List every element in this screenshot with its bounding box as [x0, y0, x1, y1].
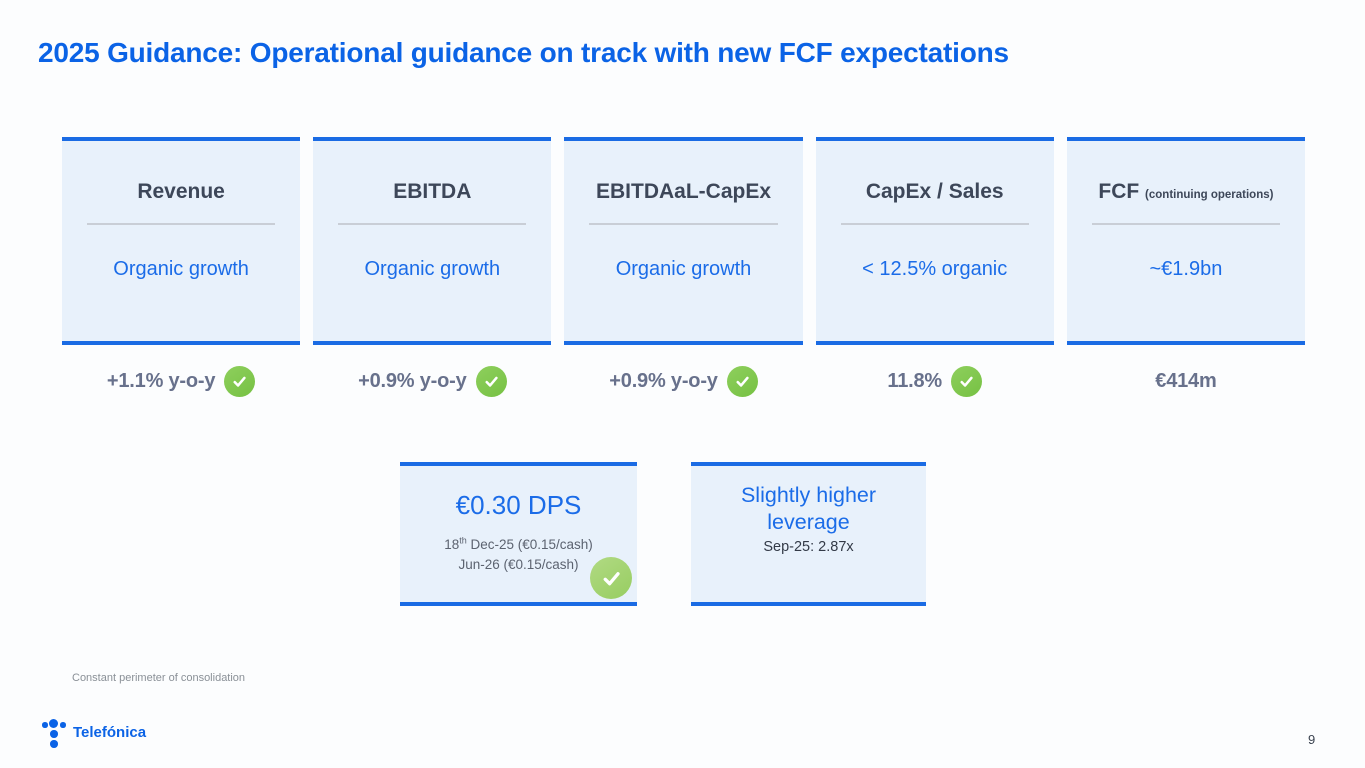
- results-row: +1.1% y-o-y +0.9% y-o-y +0.9% y-o-y 11.8…: [62, 362, 1305, 400]
- card-ebitdaal-capex: EBITDAaL-CapEx Organic growth: [564, 137, 803, 345]
- card-divider: [338, 223, 527, 225]
- card-title: EBITDA: [393, 180, 472, 203]
- card-target: Organic growth: [113, 258, 249, 280]
- result-value: +0.9% y-o-y: [609, 369, 718, 392]
- card-divider: [840, 223, 1029, 225]
- leverage-detail: Sep-25: 2.87x: [763, 539, 854, 555]
- check-icon: [475, 365, 507, 397]
- card-title-main: FCF: [1098, 180, 1140, 203]
- dividend-headline: €0.30 DPS: [455, 490, 582, 520]
- logo-dot: [49, 719, 58, 728]
- card-target: ~€1.9bn: [1149, 258, 1223, 280]
- card-divider: [589, 223, 778, 225]
- logo-wordmark: Telefónica: [73, 724, 147, 741]
- result-capex-sales: 11.8%: [816, 362, 1054, 400]
- card-target: < 12.5% organic: [862, 258, 1008, 280]
- logo-dot: [50, 730, 58, 738]
- card-title: FCF (continuing operations): [1098, 163, 1273, 221]
- card-capex-sales: CapEx / Sales < 12.5% organic: [815, 137, 1054, 345]
- check-icon: [951, 365, 983, 397]
- card-ebitda: EBITDA Organic growth: [313, 137, 552, 345]
- card-title: EBITDAaL-CapEx: [595, 180, 772, 203]
- result-fcf: €414m: [1067, 362, 1305, 400]
- footnote: Constant perimeter of consolidation: [72, 672, 246, 684]
- result-revenue: +1.1% y-o-y: [62, 362, 300, 400]
- dividend-details: 18th Dec-25 (€0.15/cash) Jun-26 (€0.15/c…: [400, 530, 637, 575]
- card-target: Organic growth: [364, 258, 501, 280]
- card-title: Revenue: [137, 180, 225, 203]
- guidance-cards-row: Revenue Organic growth EBITDA Organic gr…: [62, 137, 1306, 345]
- logo-dot: [50, 740, 58, 748]
- dividend-line2: Jun-26 (€0.15/cash): [458, 556, 579, 572]
- dividend-card: €0.30 DPS 18th Dec-25 (€0.15/cash) Jun-2…: [400, 462, 637, 606]
- card-divider: [1091, 223, 1280, 225]
- card-title: CapEx / Sales: [865, 180, 1004, 203]
- logo-dot: [60, 722, 66, 728]
- card-fcf: FCF (continuing operations) ~€1.9bn: [1066, 137, 1306, 345]
- check-icon: [726, 365, 758, 397]
- leverage-headline: Slightly higher leverage: [740, 483, 877, 534]
- page-number: 9: [1308, 732, 1316, 747]
- dividend-line1: 18th Dec-25 (€0.15/cash): [444, 535, 593, 552]
- card-divider: [87, 223, 276, 225]
- result-value: 11.8%: [887, 369, 943, 392]
- slide-title: 2025 Guidance: Operational guidance on t…: [38, 37, 1009, 68]
- card-title-note: (continuing operations): [1145, 189, 1274, 201]
- result-value: +0.9% y-o-y: [358, 369, 467, 392]
- check-icon: [590, 557, 632, 599]
- check-icon: [224, 365, 256, 397]
- card-revenue: Revenue Organic growth: [62, 137, 301, 345]
- telefonica-logo: Telefónica: [42, 718, 162, 756]
- logo-dot: [42, 722, 48, 728]
- result-value: +1.1% y-o-y: [106, 369, 216, 392]
- result-value: €414m: [1155, 369, 1217, 392]
- leverage-card: Slightly higher leverage Sep-25: 2.87x: [691, 462, 926, 606]
- result-ebitda: +0.9% y-o-y: [313, 362, 551, 400]
- result-ebitdaal-capex: +0.9% y-o-y: [564, 362, 802, 400]
- card-target: Organic growth: [615, 258, 752, 280]
